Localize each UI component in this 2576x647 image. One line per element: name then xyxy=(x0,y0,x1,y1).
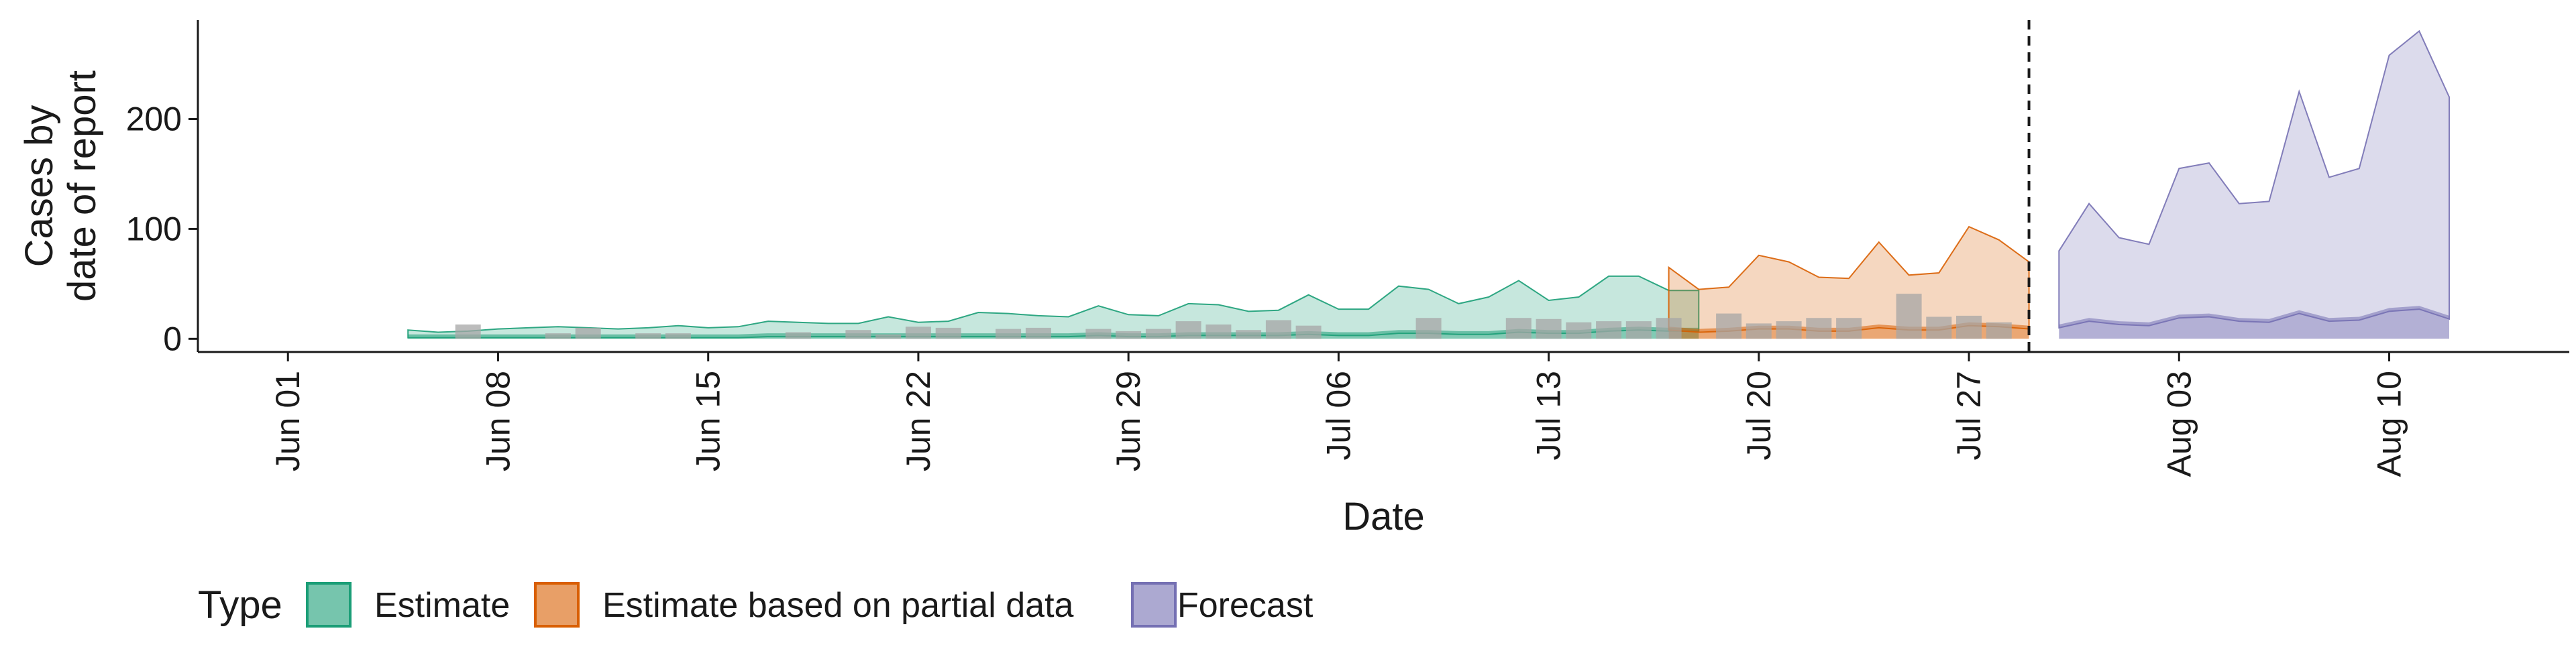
case-bar xyxy=(1956,315,1982,339)
x-tick-label: Jul 13 xyxy=(1530,371,1568,460)
series-areas xyxy=(407,30,2450,339)
case-bar xyxy=(1566,322,1592,339)
axes xyxy=(189,20,2569,361)
y-tick-label: 0 xyxy=(163,320,182,357)
case-bar xyxy=(1836,318,1862,339)
x-tick-label: Aug 10 xyxy=(2371,371,2408,477)
legend-label-forecast: Forecast xyxy=(1177,586,1313,625)
case-bar xyxy=(1806,318,1832,339)
y-tick-label: 200 xyxy=(126,101,182,138)
case-bar xyxy=(1536,318,1562,339)
ribbon-outer-0 xyxy=(407,275,1700,339)
case-bar xyxy=(575,327,601,339)
axis-titles: Date Cases by date of report xyxy=(17,70,1425,538)
case-bar xyxy=(1025,327,1051,339)
x-tick-label: Jun 01 xyxy=(269,371,307,471)
case-bar xyxy=(996,329,1022,339)
y-tick-label: 100 xyxy=(126,210,182,247)
tick-labels: 0 100 200 Jun 01 Jun 08 Jun 15 Jun 22 Jun 29 Jul… xyxy=(126,101,2408,477)
case-bar xyxy=(1175,321,1201,339)
case-bar xyxy=(785,332,811,339)
case-bar xyxy=(1776,321,1802,339)
case-bar xyxy=(1205,325,1232,339)
case-bar xyxy=(935,327,961,339)
case-bar xyxy=(1746,323,1772,339)
reported-case-bars xyxy=(455,294,2012,339)
case-bar xyxy=(1265,320,1291,339)
case-bar xyxy=(1986,322,2012,339)
case-bar xyxy=(1415,318,1442,339)
x-tick-label: Jul 27 xyxy=(1950,371,1988,460)
case-bar xyxy=(1085,329,1112,339)
x-tick-label: Jul 20 xyxy=(1740,371,1778,460)
case-bar xyxy=(1116,331,1142,339)
legend-key-estimate xyxy=(306,582,352,628)
legend-label-estimate: Estimate xyxy=(374,586,510,625)
case-bar xyxy=(545,333,571,339)
case-bar xyxy=(1896,294,1922,339)
case-bar xyxy=(1505,318,1532,339)
case-bar xyxy=(905,327,931,339)
x-tick-label: Jun 22 xyxy=(900,371,937,471)
case-bar xyxy=(635,333,661,339)
legend-title: Type xyxy=(198,583,282,627)
case-bar xyxy=(875,334,902,339)
case-bar xyxy=(845,330,871,339)
case-bar xyxy=(1716,313,1742,339)
ribbon-inner-0 xyxy=(408,327,1699,339)
case-bar xyxy=(1656,318,1682,339)
legend: Type Estimate Estimate based on partial … xyxy=(198,582,1313,628)
x-tick-label: Jul 06 xyxy=(1320,371,1357,460)
case-bar xyxy=(1145,329,1171,339)
y-axis-title-line-1: Cases by xyxy=(17,105,61,268)
legend-key-partial-estimate xyxy=(534,582,580,628)
case-bar xyxy=(665,333,691,339)
x-tick-label: Jun 08 xyxy=(479,371,517,471)
legend-label-partial-estimate: Estimate based on partial data xyxy=(602,586,1074,625)
case-bar xyxy=(1236,330,1262,339)
x-tick-label: Aug 03 xyxy=(2160,371,2198,477)
x-axis-title: Date xyxy=(1342,495,1425,538)
legend-key-forecast xyxy=(1131,582,1177,628)
case-bar xyxy=(1926,316,1952,339)
ribbon-inner-2 xyxy=(2059,306,2449,339)
y-axis-title-line-2: date of report xyxy=(60,70,104,302)
case-bar xyxy=(1596,321,1622,339)
case-bar xyxy=(1295,325,1322,339)
ribbon-outer-2 xyxy=(2058,30,2450,329)
case-bar xyxy=(455,325,481,339)
x-tick-label: Jun 15 xyxy=(690,371,727,471)
x-tick-label: Jun 29 xyxy=(1110,371,1147,471)
case-bar xyxy=(1625,321,1652,339)
